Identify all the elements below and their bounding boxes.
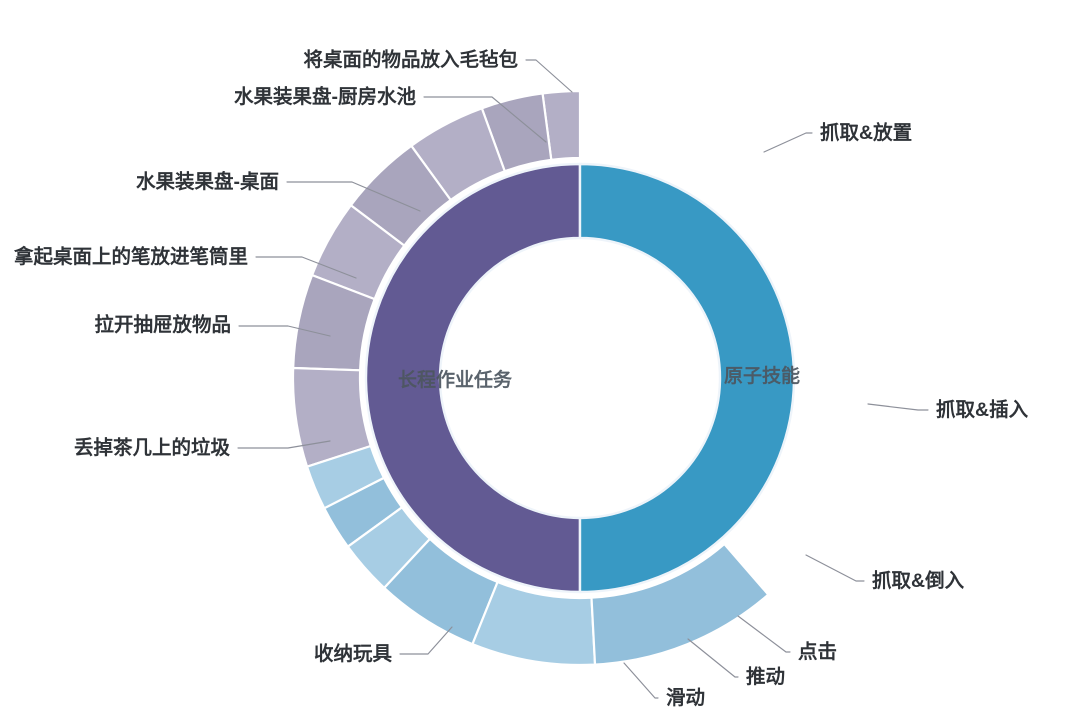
- leader-line-点击: [737, 615, 791, 653]
- inner-segment-长程作业任务[interactable]: [364, 162, 582, 594]
- leader-line-抓取&放置: [763, 132, 813, 153]
- leader-line-将桌面的物品放入毛毡包: [525, 59, 573, 93]
- outer-labels-group: 将桌面的物品放入毛毡包水果装果盘-厨房水池水果装果盘-桌面拿起桌面上的笔放进笔筒…: [13, 48, 1029, 709]
- outer-segment-水果装果盘-厨房水池[interactable]: [480, 92, 553, 173]
- outer-label-丢掉茶几上的垃圾: 丢掉茶几上的垃圾: [74, 436, 231, 459]
- outer-segment-抓取&插入[interactable]: [471, 580, 597, 667]
- leader-lines-group: [237, 59, 929, 699]
- leader-line-抓取&插入: [867, 403, 929, 411]
- leader-line-收纳玩具: [399, 626, 453, 655]
- leader-line-滑动: [623, 662, 659, 699]
- outer-label-收纳玩具: 收纳玩具: [314, 642, 393, 665]
- outer-label-抓取&放置: 抓取&放置: [820, 121, 912, 144]
- outer-segment-抓取&倒入[interactable]: [383, 537, 499, 646]
- outer-label-抓取&倒入: 抓取&倒入: [872, 569, 965, 592]
- outer-label-将桌面的物品放入毛毡包: 将桌面的物品放入毛毡包: [303, 48, 518, 71]
- leader-line-拉开抽屉放物品: [238, 325, 331, 337]
- outer-segment-推动[interactable]: [323, 476, 404, 548]
- outer-label-水果装果盘-桌面: 水果装果盘-桌面: [136, 170, 279, 193]
- outer-segment-点击[interactable]: [346, 506, 432, 589]
- outer-label-滑动: 滑动: [666, 687, 705, 709]
- leader-line-水果装果盘-厨房水池: [423, 96, 547, 143]
- outer-label-拿起桌面上的笔放进笔筒里: 拿起桌面上的笔放进笔筒里: [13, 245, 248, 268]
- outer-label-拉开抽屉放物品: 拉开抽屉放物品: [94, 313, 231, 336]
- inner-segment-原子技能[interactable]: [578, 162, 796, 594]
- leader-line-抓取&倒入: [805, 554, 865, 582]
- outer-segment-收纳玩具[interactable]: [291, 366, 372, 468]
- outer-label-抓取&插入: 抓取&插入: [936, 398, 1029, 421]
- outer-segment-抓取&放置[interactable]: [590, 542, 770, 666]
- leader-line-拿起桌面上的笔放进笔筒里: [255, 256, 357, 279]
- leader-line-水果装果盘-桌面: [286, 181, 421, 212]
- outer-ring-group: [291, 89, 770, 667]
- outer-label-推动: 推动: [746, 665, 785, 688]
- leader-line-推动: [687, 638, 739, 678]
- outer-label-点击: 点击: [798, 640, 837, 663]
- outer-segment-拿起桌面上的笔放进笔筒里[interactable]: [349, 144, 452, 247]
- outer-segment-拉开抽屉放物品[interactable]: [310, 204, 406, 301]
- outer-segment-滑动[interactable]: [305, 444, 386, 510]
- inner-label-长程作业任务: 长程作业任务: [398, 368, 513, 391]
- outer-segment-将桌面的物品放入毛毡包[interactable]: [541, 89, 582, 161]
- leader-line-丢掉茶几上的垃圾: [237, 440, 331, 449]
- inner-ring-group: [364, 162, 796, 594]
- inner-labels-group: 长程作业任务 原子技能: [398, 364, 800, 391]
- inner-label-原子技能: 原子技能: [724, 364, 800, 387]
- outer-label-水果装果盘-厨房水池: 水果装果盘-厨房水池: [234, 85, 416, 108]
- outer-segment-丢掉茶几上的垃圾[interactable]: [292, 274, 376, 372]
